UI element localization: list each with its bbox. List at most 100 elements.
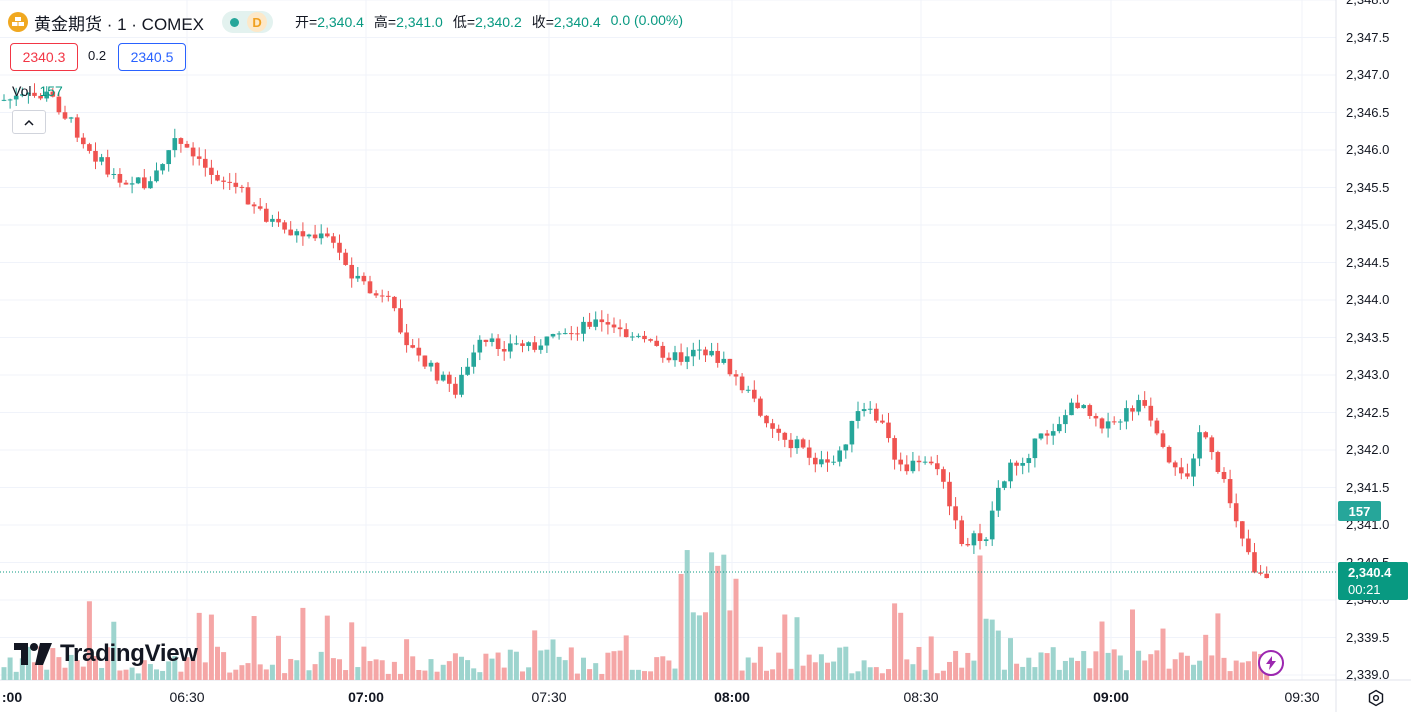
- candle-body: [666, 357, 672, 361]
- candle-body: [739, 376, 745, 391]
- collapse-legend-button[interactable]: [12, 110, 46, 134]
- volume-bar: [672, 668, 678, 680]
- chart-legend-header: 黄金期货 · 1 · COMEX D 开=2,340.4 高=2,341.0 低…: [8, 8, 683, 36]
- candle-body: [776, 428, 781, 433]
- price-axis-label: 2,342.0: [1346, 442, 1390, 457]
- axis-settings-button[interactable]: [1366, 688, 1386, 708]
- candle-body: [373, 293, 379, 296]
- candle-body: [227, 181, 232, 183]
- volume-bar: [428, 659, 434, 680]
- candle-body: [166, 150, 171, 165]
- volume-bar: [1069, 657, 1074, 680]
- candle-body: [1087, 405, 1093, 416]
- candle-body: [233, 182, 239, 187]
- candle-body: [276, 218, 281, 223]
- volume-bar: [1001, 669, 1007, 680]
- sell-price-button[interactable]: 2340.3: [10, 43, 78, 71]
- candle-body: [1227, 479, 1233, 504]
- candle-body: [1069, 402, 1074, 416]
- volume-bar: [80, 666, 86, 680]
- price-axis-label: 2,343.0: [1346, 367, 1390, 382]
- candle-body: [678, 352, 684, 362]
- spread-value: 0.2: [88, 48, 107, 63]
- symbol-title[interactable]: 黄金期货 · 1 · COMEX: [34, 14, 205, 34]
- candle-body: [99, 157, 104, 162]
- volume-bar: [361, 646, 367, 680]
- volume-bar: [1148, 654, 1154, 680]
- candle-body: [38, 95, 43, 99]
- buy-price-button[interactable]: 2340.5: [118, 43, 186, 71]
- volume-bar: [806, 654, 812, 680]
- volume-bar: [1081, 651, 1087, 680]
- candle-body: [148, 181, 153, 189]
- ohlc-high: 高=2,341.0: [373, 14, 443, 30]
- volume-bar: [1117, 655, 1123, 680]
- candle-body: [813, 457, 818, 465]
- candle-body: [117, 173, 123, 183]
- volume-bar: [367, 661, 373, 680]
- volume-bar: [690, 612, 696, 680]
- candle-body: [581, 321, 586, 334]
- candle-body: [874, 408, 879, 421]
- candle-body: [764, 415, 769, 424]
- candle-body: [1002, 481, 1007, 488]
- candle-body: [447, 374, 452, 384]
- volume-bar: [776, 652, 782, 680]
- candle-body: [178, 138, 184, 144]
- ohlc-low: 低=2,340.2: [452, 14, 522, 30]
- volume-bar: [330, 658, 336, 680]
- volume-bar: [68, 654, 74, 680]
- volume-bar: [1245, 661, 1251, 680]
- volume-bar: [1136, 650, 1142, 680]
- volume-bar: [154, 669, 159, 680]
- volume-bar: [696, 615, 702, 680]
- candle-body: [642, 335, 647, 340]
- candle-body: [623, 329, 629, 338]
- tradingview-logo-icon: [14, 643, 52, 665]
- candle-body: [782, 432, 788, 440]
- collapse-chevron-icon: [24, 119, 34, 126]
- candle-body: [898, 459, 903, 465]
- volume-bar: [983, 618, 989, 680]
- candle-body: [209, 167, 214, 175]
- candle-body: [703, 349, 708, 356]
- candle-body: [32, 92, 37, 96]
- volume-bar: [251, 616, 257, 680]
- candle-body: [526, 342, 531, 346]
- volume-bar: [184, 657, 190, 680]
- candle-body: [349, 264, 354, 279]
- volume-label: Vol: [12, 83, 32, 99]
- volume-bar: [715, 565, 721, 680]
- volume-bar: [404, 639, 410, 680]
- volume-legend: Vol 157: [12, 83, 63, 99]
- volume-bar: [818, 654, 824, 680]
- flash-button[interactable]: [1258, 650, 1284, 676]
- volume-bar: [660, 656, 666, 680]
- volume-bar: [239, 665, 245, 680]
- volume-bar: [257, 664, 263, 680]
- volume-bar: [269, 664, 275, 680]
- candle-body: [599, 319, 605, 323]
- candle-body: [471, 352, 476, 367]
- ohlc-close: 收=2,340.4: [531, 14, 601, 30]
- volume-bar: [501, 667, 507, 680]
- candle-body: [404, 332, 409, 346]
- price-axis-label: 2,339.5: [1346, 629, 1390, 645]
- candle-body: [1215, 452, 1221, 472]
- ohlc-open: 开=2,340.4: [295, 14, 364, 30]
- volume-bar: [1111, 649, 1117, 680]
- volume-bar: [1050, 647, 1056, 680]
- volume-bar: [538, 650, 544, 680]
- volume-bar: [1044, 653, 1050, 680]
- volume-bar: [971, 660, 977, 680]
- volume-bar: [1191, 664, 1196, 680]
- volume-bar: [25, 646, 31, 680]
- candle-body: [959, 520, 964, 545]
- volume-bar: [574, 673, 580, 680]
- tradingview-logo[interactable]: TradingView: [14, 640, 198, 668]
- market-status-pill[interactable]: D: [222, 11, 274, 33]
- candle-body: [758, 398, 763, 416]
- volume-bar: [446, 661, 452, 680]
- volume-bar: [1215, 613, 1221, 680]
